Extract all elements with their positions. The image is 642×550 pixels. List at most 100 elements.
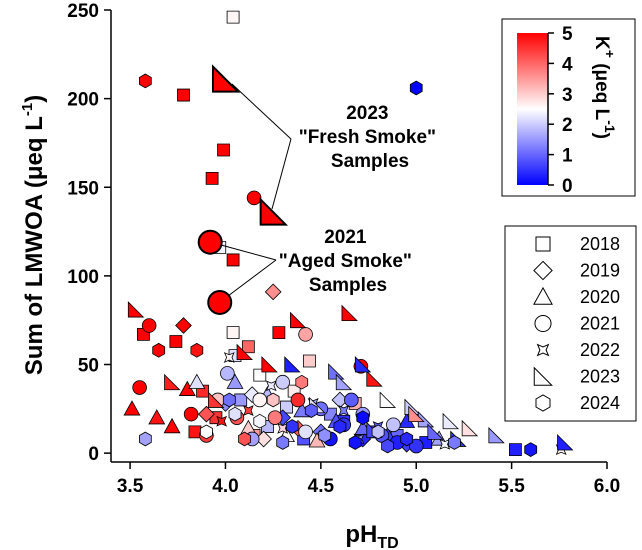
annotation-fresh-smoke: 2023 "Fresh Smoke" Samples <box>299 103 442 172</box>
x-axis-title: pHTD <box>345 521 398 550</box>
colorbar-gradient <box>517 33 548 185</box>
x-tick-label: 4.5 <box>308 476 335 497</box>
legend-label: 2022 <box>580 340 620 360</box>
data-point-2018 <box>205 171 219 185</box>
data-point-2023 <box>488 426 505 444</box>
legend-marker-2021 <box>534 314 552 333</box>
data-point-2022 <box>216 415 228 427</box>
highlight-point-2023 <box>259 197 289 226</box>
legend-label: 2018 <box>580 234 620 254</box>
x-axis-title-main: pH <box>345 521 377 548</box>
data-point-2018 <box>177 88 190 102</box>
highlight-point-2023 <box>211 64 241 93</box>
data-point-2024 <box>238 431 251 447</box>
data-point-2023 <box>290 311 307 329</box>
data-point-2021 <box>220 366 235 381</box>
data-point-2024 <box>524 442 538 457</box>
data-point-2018 <box>217 143 230 157</box>
data-point-2022 <box>265 380 277 392</box>
data-point-2023 <box>442 412 460 430</box>
data-point-2022 <box>242 405 254 417</box>
data-point-2020 <box>188 373 206 389</box>
data-point-2018 <box>226 10 240 24</box>
data-point-2024 <box>304 403 318 418</box>
data-point-2021 <box>252 392 268 408</box>
data-point-2018 <box>280 400 293 414</box>
annotation-fresh-line3: Samples <box>331 151 409 172</box>
data-point-2019 <box>264 283 282 301</box>
data-point-2020 <box>148 409 166 425</box>
y-axis-ticks: 0 50 100 150 200 250 <box>67 1 111 465</box>
leader-aged-bottom <box>227 259 277 297</box>
data-point-2018 <box>303 354 316 368</box>
data-point-2018 <box>169 335 183 348</box>
data-point-2022 <box>338 405 350 417</box>
annotation-aged-line1: 2021 <box>324 227 367 248</box>
data-point-2024 <box>409 80 423 96</box>
legend-label: 2020 <box>580 287 620 307</box>
colorbar-tick-label: 2 <box>562 115 573 136</box>
y-tick-label: 200 <box>67 90 99 111</box>
annotation-fresh-line1: 2023 <box>346 103 388 124</box>
data-point-2023 <box>557 434 574 451</box>
data-point-2021 <box>298 327 313 342</box>
data-point-2024 <box>400 431 414 447</box>
y-axis-title-main: Sum of LMWOA (μeq L <box>21 116 48 375</box>
data-point-2018 <box>509 443 522 456</box>
x-tick-label: 5.0 <box>403 476 429 497</box>
data-point-2024 <box>356 410 370 426</box>
data-point-2023 <box>236 343 254 361</box>
data-point-2018 <box>226 326 240 340</box>
colorbar-title: K+ (μeq L-1) <box>591 36 618 139</box>
data-point-2018 <box>272 326 286 340</box>
data-point-2024 <box>253 413 267 429</box>
colorbar-title-sup: + <box>602 50 618 58</box>
y-tick-label: 0 <box>88 444 99 465</box>
data-point-2021 <box>132 380 147 395</box>
leader-fresh-top <box>231 83 292 140</box>
data-point-2024 <box>266 392 280 408</box>
data-point-2023 <box>379 391 397 408</box>
y-tick-label: 50 <box>78 356 99 377</box>
data-point-2019 <box>175 317 192 334</box>
annotation-fresh-line2: "Fresh Smoke" <box>299 127 436 148</box>
data-point-2023 <box>366 370 383 387</box>
data-point-2021 <box>290 392 306 408</box>
x-axis-ticks: 3.5 4.0 4.5 5.0 5.5 6.0 <box>117 462 620 497</box>
data-point-2024 <box>295 374 309 390</box>
colorbar-tick-label: 0 <box>562 176 573 197</box>
annotation-leaders <box>220 83 292 297</box>
data-point-2023 <box>408 405 425 423</box>
data-point-2024 <box>228 406 242 422</box>
data-point-2018 <box>226 253 240 267</box>
x-tick-label: 4.0 <box>212 476 238 497</box>
x-axis-title-sub: TD <box>377 535 398 550</box>
data-point-2018 <box>241 340 255 354</box>
annotation-aged-line3: Samples <box>309 275 387 296</box>
data-point-2023 <box>261 356 278 373</box>
data-point-2024 <box>371 424 385 440</box>
data-point-2024 <box>222 392 236 408</box>
legend-entries: 2018 2019 2020 2021 2022 2023 2024 <box>533 234 620 413</box>
data-point-2021 <box>386 417 401 433</box>
legend-label: 2021 <box>580 314 620 334</box>
data-point-2024 <box>285 419 299 434</box>
data-point-2024 <box>348 435 362 450</box>
legend-marker-2019 <box>533 260 553 281</box>
data-point-2024 <box>381 438 394 454</box>
plot-area <box>110 10 607 463</box>
colorbar-title-main: K <box>591 36 612 50</box>
legend-marker-2023 <box>533 366 553 386</box>
data-point-2024 <box>190 342 204 358</box>
annotation-aged-line2: "Aged Smoke" <box>279 251 412 272</box>
data-point-2024 <box>318 428 331 443</box>
data-point-2021 <box>246 190 262 206</box>
data-point-2023 <box>335 373 353 391</box>
legend-marker-2020 <box>533 286 553 305</box>
leader-aged-top <box>220 244 277 261</box>
x-tick-label: 3.5 <box>117 476 144 497</box>
colorbar-title-units-sup: -1 <box>602 120 618 133</box>
data-point-2023 <box>208 391 225 408</box>
annotation-aged-smoke: 2021 "Aged Smoke" Samples <box>279 227 417 296</box>
